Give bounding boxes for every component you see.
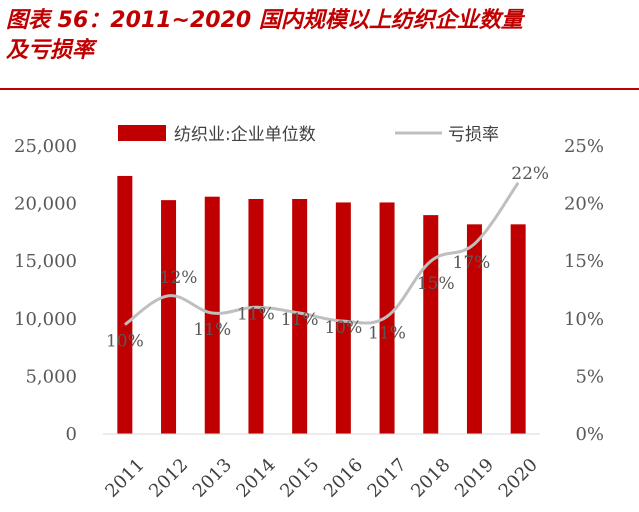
line-data-label: 15%	[417, 274, 455, 294]
line-data-label: 11%	[193, 320, 231, 340]
bar-2016	[335, 202, 351, 434]
legend-bar-swatch	[118, 125, 166, 141]
bar-2018	[423, 215, 439, 434]
line-data-label: 10%	[106, 332, 144, 352]
legend: 纺织业:企业单位数 亏损率	[118, 125, 499, 145]
bar-2012	[161, 200, 177, 434]
legend-line-label: 亏损率	[448, 125, 499, 145]
x-axis-tick: 2019	[451, 454, 498, 501]
x-axis-tick: 2020	[495, 454, 542, 501]
line-data-labels: 10%12%11%11% 11% 10% 11%15%17%22%	[106, 164, 549, 352]
line-data-label: 11%	[368, 323, 406, 343]
chart-title: 图表 56：2011~2020 国内规模以上纺织企业数量 及亏损率	[6, 6, 634, 66]
bar-2020	[510, 224, 526, 434]
right-axis-tick: 25%	[564, 136, 604, 157]
x-axis-tick: 2018	[407, 454, 454, 501]
loss-rate-line	[123, 181, 520, 326]
line-data-label: 11%	[281, 310, 319, 330]
line-data-label: 12%	[160, 268, 198, 288]
left-axis-tick: 20,000	[14, 194, 77, 215]
chart-title-line-1: 图表 56：2011~2020 国内规模以上纺织企业数量	[6, 8, 523, 33]
x-axis-tick: 2016	[320, 454, 367, 501]
bar-2015	[292, 198, 308, 434]
x-axis-tick: 2012	[145, 454, 192, 501]
x-axis-tick: 2013	[189, 454, 236, 501]
right-axis-tick: 10%	[564, 309, 604, 330]
bar-2019	[466, 224, 482, 434]
right-axis-tick: 20%	[564, 194, 604, 215]
x-axis-tick: 2017	[364, 454, 411, 501]
line-data-label: 11%	[237, 304, 275, 324]
left-axis-tick: 25,000	[14, 136, 77, 157]
right-axis: 0% 5% 10% 15% 20% 25%	[564, 136, 604, 445]
left-axis: 0 5,000 10,000 15,000 20,000 25,000	[14, 136, 77, 445]
bar-2011	[117, 175, 133, 434]
right-axis-tick: 5%	[575, 366, 604, 387]
legend-bar-label: 纺织业:企业单位数	[174, 125, 316, 145]
right-axis-tick: 15%	[564, 251, 604, 272]
line-data-label: 22%	[511, 164, 549, 184]
left-axis-tick: 5,000	[25, 366, 77, 387]
bar-2014	[248, 198, 264, 434]
bar-2013	[204, 196, 220, 434]
chart-title-line-2: 及亏损率	[6, 38, 95, 63]
left-axis-tick: 15,000	[14, 251, 77, 272]
left-axis-tick: 0	[66, 424, 77, 445]
x-axis-tick: 2011	[101, 454, 148, 501]
title-divider	[0, 88, 639, 90]
right-axis-tick: 0%	[575, 424, 604, 445]
x-axis-tick: 2015	[276, 454, 323, 501]
x-axis-tick: 2014	[232, 454, 279, 501]
left-axis-tick: 10,000	[14, 309, 77, 330]
line-data-label: 10%	[324, 318, 362, 338]
line-data-label: 17%	[453, 253, 491, 273]
bar-series	[117, 175, 526, 434]
